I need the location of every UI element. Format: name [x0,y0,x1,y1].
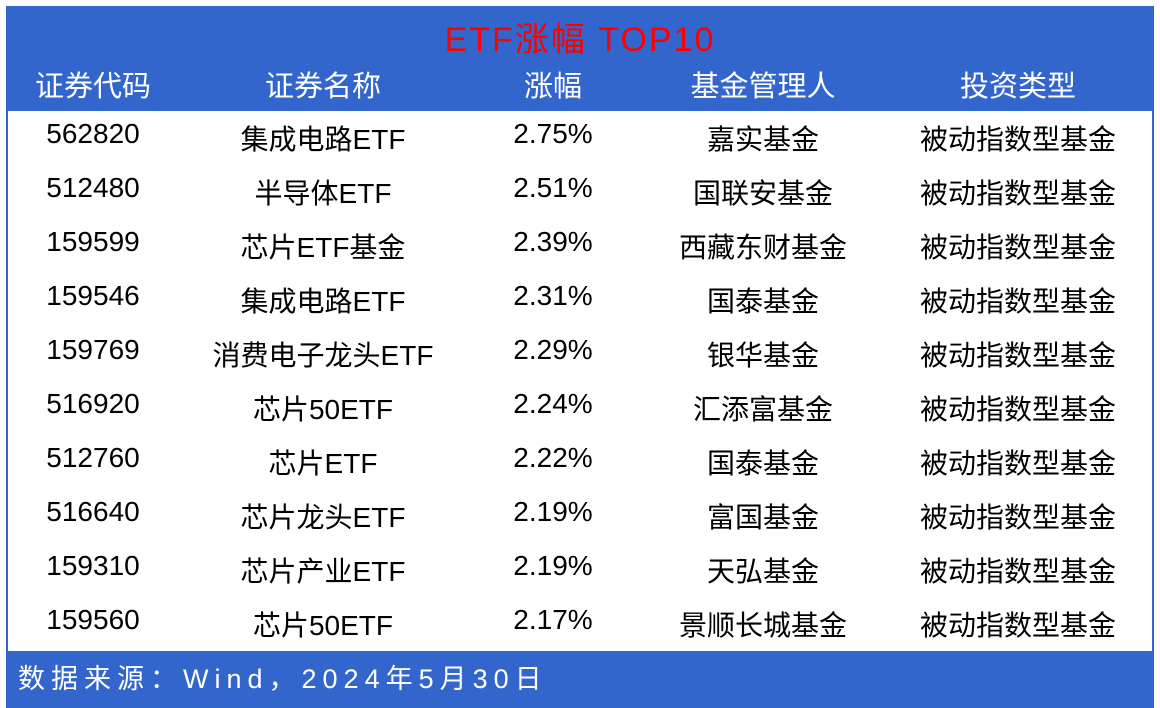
cell-type: 被动指数型基金 [888,388,1148,428]
header-gain: 涨幅 [468,63,638,105]
cell-manager: 富国基金 [638,496,888,536]
table-row: 159310芯片产业ETF2.19%天弘基金被动指数型基金 [8,543,1152,597]
cell-gain: 2.17% [468,604,638,644]
header-name: 证券名称 [178,63,468,105]
cell-manager: 汇添富基金 [638,388,888,428]
cell-gain: 2.24% [468,388,638,428]
cell-gain: 2.39% [468,226,638,266]
cell-type: 被动指数型基金 [888,118,1148,158]
cell-name: 芯片ETF基金 [178,226,468,266]
table-row: 516640芯片龙头ETF2.19%富国基金被动指数型基金 [8,489,1152,543]
cell-code: 159546 [8,280,178,320]
cell-type: 被动指数型基金 [888,280,1148,320]
cell-manager: 景顺长城基金 [638,604,888,644]
cell-name: 芯片ETF [178,442,468,482]
cell-name: 集成电路ETF [178,280,468,320]
cell-code: 159599 [8,226,178,266]
cell-gain: 2.22% [468,442,638,482]
cell-code: 159560 [8,604,178,644]
table-header-row: 证券代码 证券名称 涨幅 基金管理人 投资类型 [8,61,1152,111]
cell-code: 516920 [8,388,178,428]
header-manager: 基金管理人 [638,63,888,105]
cell-name: 集成电路ETF [178,118,468,158]
cell-gain: 2.29% [468,334,638,374]
cell-type: 被动指数型基金 [888,172,1148,212]
cell-code: 159310 [8,550,178,590]
cell-gain: 2.31% [468,280,638,320]
table-row: 159560芯片50ETF2.17%景顺长城基金被动指数型基金 [8,597,1152,651]
cell-type: 被动指数型基金 [888,604,1148,644]
cell-name: 半导体ETF [178,172,468,212]
cell-manager: 国泰基金 [638,442,888,482]
cell-type: 被动指数型基金 [888,334,1148,374]
table-row: 512760芯片ETF2.22%国泰基金被动指数型基金 [8,435,1152,489]
cell-manager: 银华基金 [638,334,888,374]
cell-manager: 天弘基金 [638,550,888,590]
cell-type: 被动指数型基金 [888,226,1148,266]
cell-gain: 2.75% [468,118,638,158]
cell-manager: 国泰基金 [638,280,888,320]
cell-type: 被动指数型基金 [888,496,1148,536]
cell-gain: 2.19% [468,496,638,536]
table-row: 512480半导体ETF2.51%国联安基金被动指数型基金 [8,165,1152,219]
cell-code: 562820 [8,118,178,158]
etf-table: ETF涨幅 TOP10 证券代码 证券名称 涨幅 基金管理人 投资类型 5628… [6,6,1154,708]
table-row: 159546集成电路ETF2.31%国泰基金被动指数型基金 [8,273,1152,327]
table-footer: 数据来源：Wind，2024年5月30日 [8,651,1152,706]
cell-type: 被动指数型基金 [888,442,1148,482]
table-body: 562820集成电路ETF2.75%嘉实基金被动指数型基金512480半导体ET… [8,111,1152,651]
table-row: 562820集成电路ETF2.75%嘉实基金被动指数型基金 [8,111,1152,165]
cell-manager: 西藏东财基金 [638,226,888,266]
table-row: 516920芯片50ETF2.24%汇添富基金被动指数型基金 [8,381,1152,435]
cell-manager: 国联安基金 [638,172,888,212]
cell-code: 512760 [8,442,178,482]
cell-gain: 2.19% [468,550,638,590]
table-row: 159599芯片ETF基金2.39%西藏东财基金被动指数型基金 [8,219,1152,273]
table-title-row: ETF涨幅 TOP10 [8,8,1152,61]
cell-gain: 2.51% [468,172,638,212]
header-type: 投资类型 [888,63,1148,105]
cell-name: 芯片龙头ETF [178,496,468,536]
cell-code: 159769 [8,334,178,374]
cell-name: 芯片50ETF [178,388,468,428]
cell-name: 消费电子龙头ETF [178,334,468,374]
cell-name: 芯片50ETF [178,604,468,644]
header-code: 证券代码 [8,63,178,105]
cell-manager: 嘉实基金 [638,118,888,158]
cell-code: 512480 [8,172,178,212]
table-title: ETF涨幅 TOP10 [445,21,716,59]
cell-code: 516640 [8,496,178,536]
table-row: 159769消费电子龙头ETF2.29%银华基金被动指数型基金 [8,327,1152,381]
cell-type: 被动指数型基金 [888,550,1148,590]
cell-name: 芯片产业ETF [178,550,468,590]
